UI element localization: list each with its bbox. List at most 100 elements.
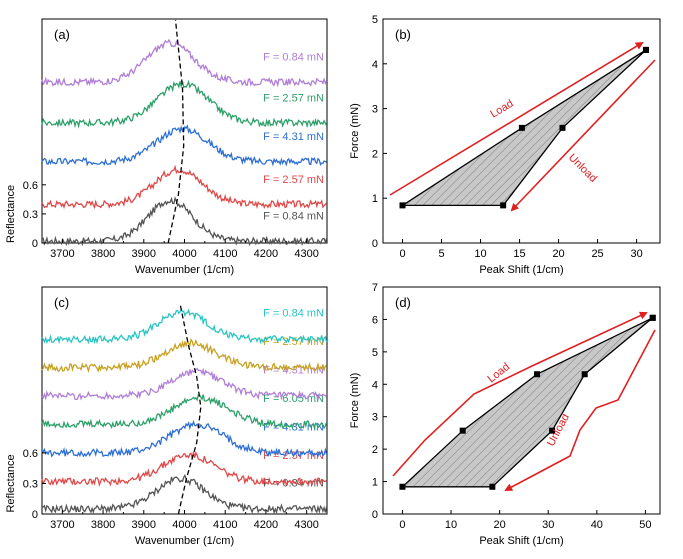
y-tick-label: 0 bbox=[372, 238, 378, 250]
y-tick-label: 3 bbox=[372, 104, 378, 116]
series-label-5: F = 0.84 mN bbox=[263, 52, 324, 64]
x-tick-label: 4300 bbox=[294, 519, 318, 531]
x-tick-label: 4200 bbox=[254, 248, 278, 260]
y-tick-label: 2 bbox=[372, 148, 378, 160]
x-tick-label: 4000 bbox=[172, 519, 196, 531]
plot-frame bbox=[382, 286, 661, 515]
y-tick-label: 4 bbox=[372, 379, 378, 391]
x-tick-label: 25 bbox=[591, 248, 603, 260]
x-tick-label: 0 bbox=[399, 519, 405, 531]
x-tick-label: 5 bbox=[438, 248, 444, 260]
y-tick-label: 0.3 bbox=[23, 478, 38, 490]
load-point bbox=[459, 427, 466, 434]
spectrum-line-3 bbox=[41, 419, 328, 458]
series-label-2: F = 2.57 mN bbox=[263, 174, 324, 186]
x-tick-label: 30 bbox=[630, 248, 642, 260]
y-tick-label: 0 bbox=[32, 509, 38, 521]
peak-guide-dashed-line bbox=[177, 305, 202, 515]
panel-b: Load Unload 0 5 10 15 20 25 30 0 1 2 3 4 5 Peak Shift (… bbox=[349, 14, 661, 276]
unload-arrow bbox=[510, 59, 656, 212]
x-tick-label: 3800 bbox=[91, 519, 115, 531]
y-tick-label: 0 bbox=[372, 509, 378, 521]
x-tick-label: 20 bbox=[494, 519, 506, 531]
x-tick-label: 3700 bbox=[50, 519, 74, 531]
spectrum-line-3 bbox=[41, 124, 327, 167]
x-tick-label: 10 bbox=[474, 248, 486, 260]
x-tick-label: 3700 bbox=[50, 248, 74, 260]
panel-label: (c) bbox=[54, 295, 69, 310]
spectrum-line-1 bbox=[41, 474, 328, 515]
unload-point bbox=[649, 314, 656, 321]
panel-label: (a) bbox=[54, 27, 70, 42]
panel-c: F = 0.84 mNF = 2.57 mNF = 4.31 mNF = 6.0… bbox=[5, 286, 328, 547]
y-tick-label: 0.6 bbox=[23, 180, 38, 192]
spectrum-line-2 bbox=[41, 451, 327, 487]
x-tick-label: 3900 bbox=[132, 248, 156, 260]
load-arrow bbox=[392, 311, 648, 477]
y-tick-label: 4 bbox=[372, 59, 378, 71]
series-label-7: F = 0.84 mN bbox=[263, 308, 324, 320]
spectrum-line-7 bbox=[41, 308, 328, 345]
y-tick-label: 2 bbox=[372, 444, 378, 456]
x-axis-label: Peak Shift (1/cm) bbox=[479, 535, 563, 547]
y-tick-label: 7 bbox=[372, 282, 378, 294]
load-arrow bbox=[389, 41, 644, 196]
x-tick-label: 4100 bbox=[213, 519, 237, 531]
y-tick-label: 0.6 bbox=[23, 448, 38, 460]
unload-point bbox=[489, 483, 496, 490]
x-tick-label: 20 bbox=[552, 248, 564, 260]
panel-a: F = 0.84 mN F = 2.57 mN F = 4.31 mN F = 2.5… bbox=[5, 18, 328, 276]
panel-label: (b) bbox=[395, 27, 411, 42]
unload-point bbox=[581, 371, 588, 378]
spectrum-line-6 bbox=[41, 338, 327, 373]
unload-point bbox=[500, 202, 507, 209]
series-label-3: F = 4.31 mN bbox=[263, 131, 324, 143]
y-axis-label: Force (mN) bbox=[349, 373, 361, 429]
x-tick-label: 10 bbox=[445, 519, 457, 531]
x-tick-label: 3800 bbox=[91, 248, 115, 260]
x-tick-label: 4200 bbox=[254, 519, 278, 531]
unload-point bbox=[642, 46, 649, 53]
y-axis-label: Reflectance bbox=[5, 454, 17, 512]
x-tick-label: 4000 bbox=[172, 248, 196, 260]
x-tick-label: 4100 bbox=[213, 248, 237, 260]
y-tick-label: 0.3 bbox=[23, 209, 38, 221]
x-axis-label: Wavenumber (1/cm) bbox=[135, 535, 234, 547]
y-tick-label: 1 bbox=[372, 193, 378, 205]
unload-point bbox=[549, 427, 556, 434]
y-axis-label: Force (mN) bbox=[349, 103, 361, 159]
y-tick-label: 1 bbox=[372, 477, 378, 489]
series-label-1: F = 0.84 mN bbox=[263, 211, 324, 223]
y-tick-label: 5 bbox=[372, 347, 378, 359]
x-tick-label: 3900 bbox=[132, 519, 156, 531]
y-tick-label: 0 bbox=[32, 238, 38, 250]
panel-label: (d) bbox=[395, 295, 411, 310]
load-point bbox=[518, 124, 525, 131]
hysteresis-area bbox=[400, 317, 654, 488]
load-point bbox=[399, 202, 406, 209]
y-tick-label: 5 bbox=[372, 14, 378, 26]
x-tick-label: 15 bbox=[513, 248, 525, 260]
y-tick-label: 6 bbox=[372, 314, 378, 326]
load-label: Load bbox=[488, 98, 515, 121]
x-tick-label: 0 bbox=[399, 248, 405, 260]
y-tick-label: 3 bbox=[372, 412, 378, 424]
spectrum-line-5 bbox=[41, 367, 328, 402]
x-tick-label: 50 bbox=[639, 519, 651, 531]
x-tick-label: 4300 bbox=[294, 248, 318, 260]
y-axis-label: Reflectance bbox=[5, 185, 17, 243]
unload-arrow bbox=[504, 329, 656, 491]
x-axis-label: Wavenumber (1/cm) bbox=[135, 264, 234, 276]
x-axis-label: Peak Shift (1/cm) bbox=[479, 264, 563, 276]
spectrum-line-1 bbox=[41, 196, 328, 247]
series-label-1: F = 0.84 mN bbox=[263, 478, 324, 490]
spectrum-line-4 bbox=[41, 394, 328, 430]
spectrum-line-5 bbox=[41, 38, 328, 88]
unload-label: Unload bbox=[566, 152, 599, 185]
load-point bbox=[534, 371, 541, 378]
x-tick-label: 30 bbox=[542, 519, 554, 531]
x-tick-label: 40 bbox=[591, 519, 603, 531]
unload-point bbox=[559, 124, 566, 131]
